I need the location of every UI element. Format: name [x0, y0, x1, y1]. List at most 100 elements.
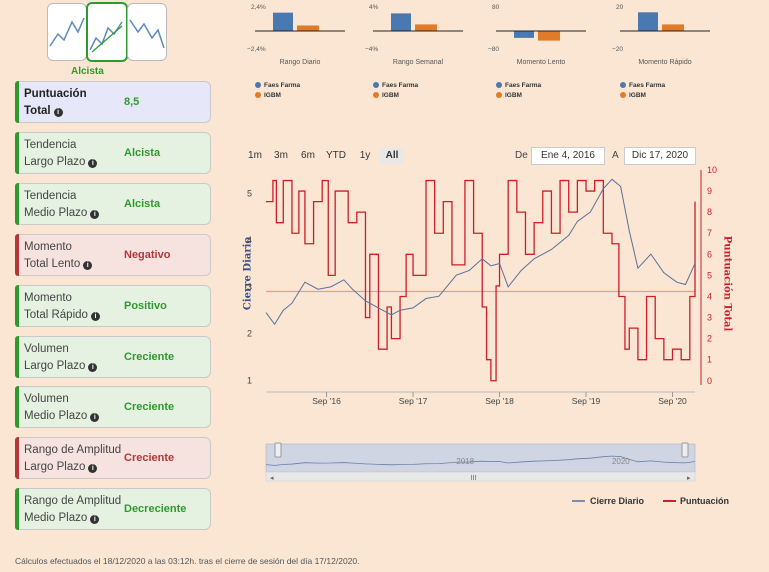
y2-tick-label: 10	[707, 165, 717, 175]
y2-tick-label: 8	[707, 207, 712, 217]
info-icon[interactable]: i	[90, 413, 100, 422]
date-to-label: A	[612, 150, 619, 161]
y2-tick-label: 3	[707, 313, 712, 323]
scroll-right-icon: ▸	[687, 475, 691, 482]
score-card-volumen-medio[interactable]: Volumen Medio Plazo i Creciente	[15, 386, 211, 428]
score-card-total[interactable]: Puntuación Total i 8,5	[15, 81, 211, 123]
score-card-accent	[15, 437, 19, 479]
legend-igbm-swatch	[496, 92, 502, 98]
score-card-label-line1: Volumen	[24, 393, 69, 405]
score-card-label-line1: Rango de Amplitud	[24, 444, 122, 456]
range-3m-button[interactable]: 3m	[274, 150, 288, 161]
range-1y-button[interactable]: 1y	[359, 150, 371, 161]
y-tick-label: 5	[247, 188, 252, 198]
x-tick-label: Sep '18	[485, 396, 514, 406]
score-card-value: Alcista	[124, 198, 161, 210]
score-card-label-line2: Largo Plazo	[24, 461, 86, 473]
score-card-rango-largo[interactable]: Rango de Amplitud Largo Plazo i Creciente	[15, 437, 211, 479]
date-from-input[interactable]: Ene 4, 2016	[531, 147, 605, 165]
navigator-window	[265, 443, 696, 473]
mini-chart-bottom-tick: −4%	[365, 46, 379, 53]
navigator-scrollbar	[265, 471, 696, 482]
score-card-value: Decreciente	[124, 503, 187, 515]
score-card-label-line2: Total	[24, 105, 51, 117]
info-icon[interactable]: i	[83, 261, 93, 270]
legend-igbm: IGBM	[373, 92, 399, 99]
score-card-value: Negativo	[124, 249, 171, 261]
mini-bar-faes	[514, 31, 534, 38]
y2-tick-label: 4	[707, 291, 712, 301]
legend-faes-label: Faes Farma	[505, 82, 542, 89]
score-card-tendencia-medio[interactable]: Tendencia Medio Plazo i Alcista	[15, 183, 211, 225]
mini-bar-igbm	[662, 24, 684, 31]
score-card-label-line2: Total Lento	[24, 258, 81, 270]
mini-chart-bars	[373, 13, 463, 32]
y2-tick-label: 7	[707, 228, 712, 238]
legend-faes-swatch	[373, 82, 379, 88]
score-card-label-line1: Momento	[24, 292, 72, 304]
range-all-button[interactable]: All	[380, 148, 404, 164]
legend-igbm-label: IGBM	[382, 92, 399, 99]
mini-chart-label: Momento Rápido	[638, 59, 692, 66]
score-card-label-line2: Medio Plazo	[24, 207, 88, 219]
y2-tick-label: 2	[707, 334, 712, 344]
x-tick-label: Sep '16	[312, 396, 341, 406]
score-card-label: Momento Total Rápido i	[24, 290, 134, 324]
mini-bar-igbm	[297, 25, 319, 31]
mini-chart-bars	[620, 12, 710, 32]
series-cierre-line	[265, 178, 696, 326]
score-card-label-line1: Tendencia	[24, 139, 77, 151]
score-card-momento-lento[interactable]: Momento Total Lento i Negativo	[15, 234, 211, 276]
mini-chart-bars	[496, 30, 586, 41]
score-card-accent	[15, 81, 19, 123]
range-6m-button[interactable]: 6m	[301, 150, 315, 161]
x-tick-label: Sep '19	[572, 396, 601, 406]
trend-thumbnail-1[interactable]	[47, 3, 87, 61]
info-icon[interactable]: i	[88, 159, 98, 168]
info-icon[interactable]: i	[53, 108, 63, 117]
score-card-label-line2: Total Rápido	[24, 309, 88, 321]
x-tick-label: Sep '17	[399, 396, 428, 406]
legend-faes: Faes Farma	[373, 82, 418, 89]
mini-chart-top-tick: 80	[492, 4, 500, 11]
score-card-label-line2: Largo Plazo	[24, 156, 86, 168]
mini-bar-faes	[273, 12, 293, 31]
legend-igbm-label: IGBM	[264, 92, 281, 99]
trend-thumbnail-3[interactable]	[127, 3, 167, 61]
y2-tick-label: 1	[707, 355, 712, 365]
trend-thumbnail-3-line	[129, 19, 165, 49]
info-icon[interactable]: i	[88, 363, 98, 372]
score-card-accent	[15, 183, 19, 225]
score-card-label-line1: Tendencia	[24, 190, 77, 202]
series-puntuacion-line	[266, 179, 696, 382]
score-card-momento-rapido[interactable]: Momento Total Rápido i Positivo	[15, 285, 211, 327]
trend-thumbnail-2-line	[89, 21, 123, 53]
date-to-input[interactable]: Dic 17, 2020	[624, 147, 696, 165]
score-card-label: Rango de Amplitud Largo Plazo i	[24, 442, 134, 476]
score-card-volumen-largo[interactable]: Volumen Largo Plazo i Creciente	[15, 336, 211, 378]
x-tick-label: Sep '20	[658, 396, 687, 406]
info-icon[interactable]: i	[90, 312, 100, 321]
y-tick-label: 3	[247, 282, 252, 292]
score-card-value: Creciente	[124, 401, 175, 413]
info-icon[interactable]: i	[90, 210, 100, 219]
range-1m-button[interactable]: 1m	[248, 150, 262, 161]
y-tick-label: 4	[247, 235, 252, 245]
score-card-accent	[15, 386, 19, 428]
mini-bar-igbm	[415, 24, 437, 31]
range-ytd-button[interactable]: YTD	[326, 150, 346, 161]
mini-chart-bars	[255, 12, 345, 32]
legend-faes-label: Faes Farma	[629, 82, 666, 89]
score-card-value: Creciente	[124, 452, 175, 464]
score-card-tendencia-largo[interactable]: Tendencia Largo Plazo i Alcista	[15, 132, 211, 174]
score-card-rango-medio[interactable]: Rango de Amplitud Medio Plazo i Decreciente	[15, 488, 211, 530]
info-icon[interactable]: i	[88, 464, 98, 473]
info-icon[interactable]: i	[90, 515, 100, 524]
score-card-accent	[15, 336, 19, 378]
legend-faes: Faes Farma	[496, 82, 541, 89]
score-card-value: Positivo	[124, 300, 167, 312]
date-from-label: De	[515, 150, 528, 161]
legend-faes: Faes Farma	[255, 82, 300, 89]
footer-note: Cálculos efectuados el 18/12/2020 a las …	[15, 556, 360, 566]
